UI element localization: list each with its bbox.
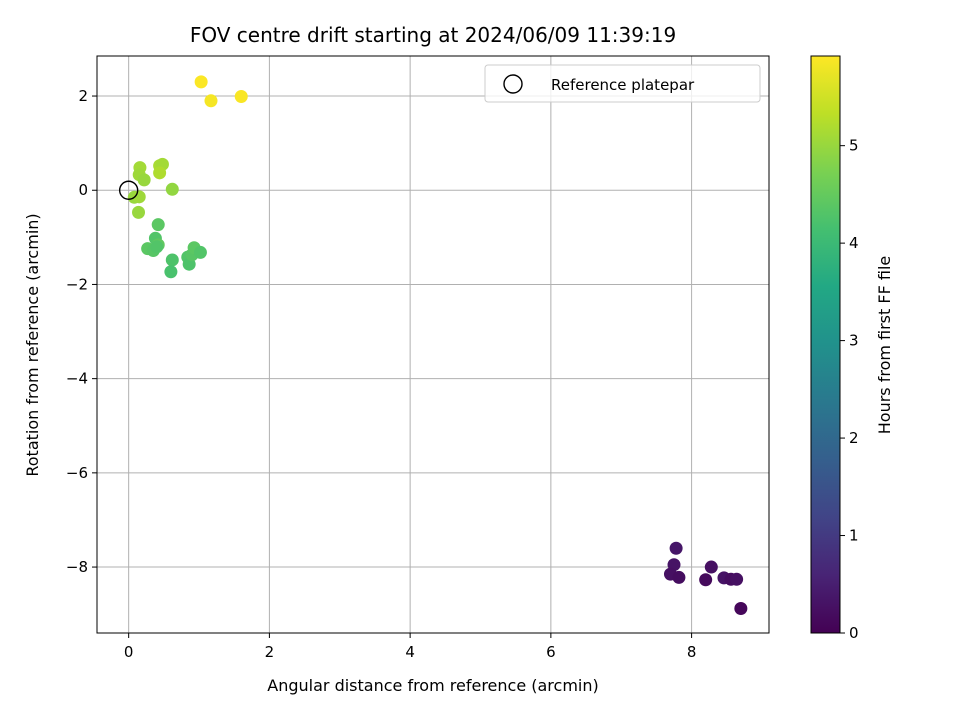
colorbar-label: Hours from first FF file (875, 256, 894, 435)
scatter-point (164, 265, 178, 279)
colorbar: 0 1 2 3 4 5 Hours from first FF file (810, 55, 894, 642)
scatter-point (150, 240, 164, 254)
scatter-point (204, 94, 218, 108)
x-tick-label: 6 (546, 643, 556, 661)
colorbar-tick-label: 0 (849, 624, 859, 642)
x-axis-ticks: 0 2 4 6 8 (124, 633, 696, 661)
legend-label: Reference platepar (551, 76, 695, 94)
y-axis-ticks: 2 0 −2 −4 −6 −8 (66, 87, 97, 576)
scatter-point (137, 173, 151, 187)
scatter-point (165, 182, 179, 196)
scatter-point (699, 573, 713, 587)
scatter-point (193, 245, 207, 259)
legend-box (484, 64, 761, 103)
x-tick-label: 0 (124, 643, 134, 661)
scatter-points (118, 75, 748, 616)
chart-title: FOV centre drift starting at 2024/06/09 … (190, 23, 676, 47)
scatter-point (194, 75, 208, 89)
scatter-point (704, 560, 718, 574)
plot-area-frame (96, 55, 770, 634)
x-tick-label: 8 (687, 643, 697, 661)
y-tick-label: 0 (78, 181, 88, 199)
legend: Reference platepar (484, 64, 761, 103)
colorbar-tick-label: 2 (849, 429, 859, 447)
y-tick-label: −2 (66, 275, 88, 293)
colorbar-tick-label: 1 (849, 527, 859, 545)
scatter-point (132, 190, 146, 204)
reference-platepar-marker (118, 180, 139, 200)
x-axis-label: Angular distance from reference (arcmin) (267, 676, 598, 695)
gridlines (97, 56, 769, 633)
scatter-point (672, 570, 686, 584)
y-axis-label: Rotation from reference (arcmin) (23, 213, 42, 476)
colorbar-gradient (810, 55, 841, 634)
colorbar-tick-label: 5 (849, 137, 859, 155)
scatter-point (734, 602, 748, 616)
colorbar-ticks: 0 1 2 3 4 5 (840, 137, 859, 642)
y-tick-label: −4 (66, 370, 88, 388)
colorbar-tick-label: 3 (849, 332, 859, 350)
scatter-point (132, 205, 146, 219)
scatter-point (730, 572, 744, 586)
scatter-point (669, 541, 683, 555)
x-tick-label: 4 (405, 643, 415, 661)
scatter-point (234, 90, 248, 104)
scatter-point (151, 218, 165, 232)
y-tick-label: −8 (66, 558, 88, 576)
y-tick-label: −6 (66, 464, 88, 482)
y-tick-label: 2 (78, 87, 88, 105)
colorbar-tick-label: 4 (849, 234, 859, 252)
x-tick-label: 2 (265, 643, 275, 661)
scatter-point (165, 253, 179, 267)
legend-marker-open-circle (503, 74, 523, 94)
scatter-point (153, 166, 167, 180)
